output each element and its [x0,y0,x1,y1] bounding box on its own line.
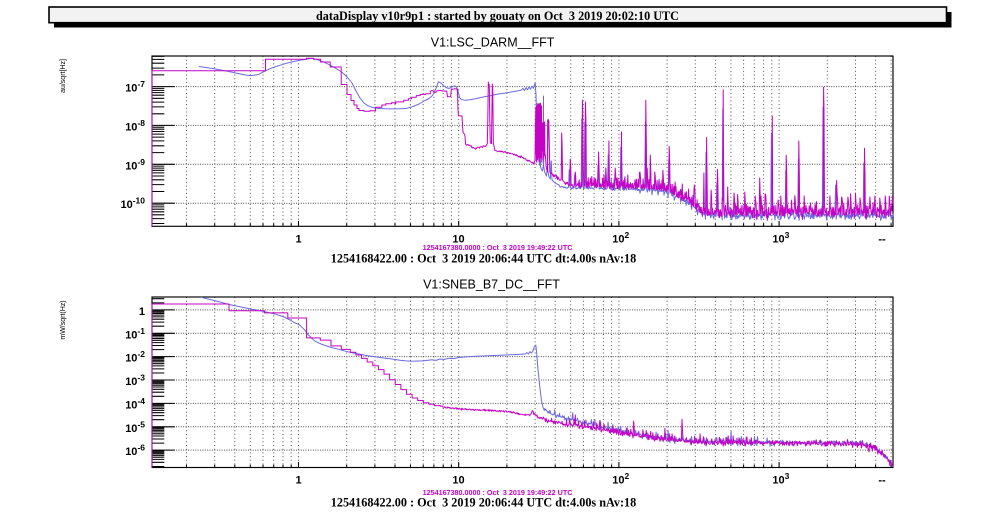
svg-text:--: -- [878,474,886,486]
svg-text:1254168422.00 : Oct 3 2019 20: 1254168422.00 : Oct 3 2019 20:06:44 UTC … [331,252,636,266]
svg-text:--: -- [878,233,886,245]
svg-text:1: 1 [139,306,145,318]
svg-text:1: 1 [295,474,301,486]
svg-text:1: 1 [295,233,301,245]
svg-text:V1:LSC_DARM__FFT: V1:LSC_DARM__FFT [431,35,555,49]
svg-text:dataDisplay v10r9p1 : started: dataDisplay v10r9p1 : started by gouaty … [316,9,679,23]
svg-text:au/sqrt[Hz]: au/sqrt[Hz] [60,59,67,93]
svg-text:1254168422.00 : Oct 3 2019 20: 1254168422.00 : Oct 3 2019 20:06:44 UTC … [331,496,636,510]
svg-text:10: 10 [452,474,464,486]
svg-text:V1:SNEB_B7_DC__FFT: V1:SNEB_B7_DC__FFT [423,277,560,291]
svg-text:1254167380.0000 : Oct 3 2019: 1254167380.0000 : Oct 3 2019 19:49:22 UT… [423,243,573,252]
svg-text:1254167380.0000 : Oct 3 2019: 1254167380.0000 : Oct 3 2019 19:49:22 UT… [423,488,573,497]
svg-text:mW/sqrt(Hz): mW/sqrt(Hz) [60,300,67,339]
svg-text:10: 10 [452,233,464,245]
